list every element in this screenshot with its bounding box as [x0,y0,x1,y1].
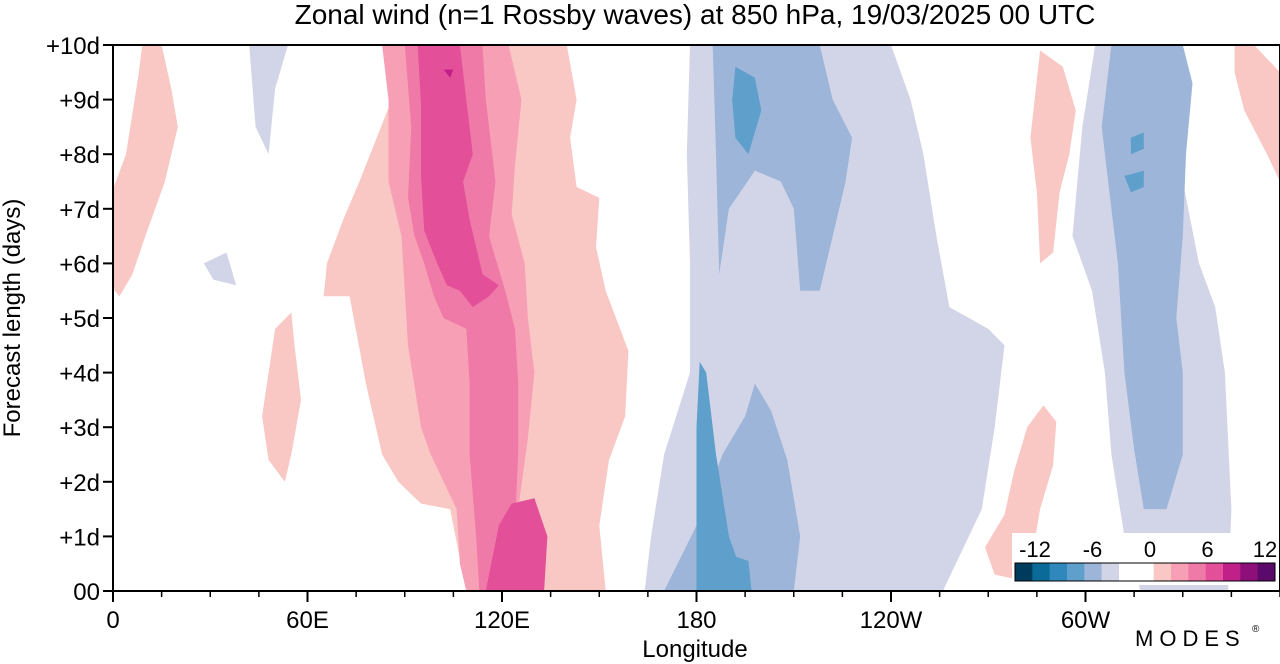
y-tick-label: +7d [59,197,100,224]
contour-region [417,45,499,308]
colorbar-swatch [1240,563,1258,581]
x-tick-label: 60E [286,607,329,634]
colorbar-label: 12 [1253,537,1277,562]
contour-region [1030,50,1076,264]
x-tick-label: 60W [1061,607,1111,634]
y-tick-label: +6d [59,251,100,278]
colorbar-swatch [1032,563,1050,581]
contour-region [1101,45,1193,510]
modes-logo-registered: ® [1252,624,1260,635]
contour-region [1124,170,1144,193]
contour-region [485,498,548,591]
y-tick-label: +4d [59,361,100,388]
contour-region [113,45,178,297]
contour-region [203,252,237,286]
colorbar-swatch [1136,563,1154,581]
colorbar-swatch [1171,563,1189,581]
contour-region [732,66,762,155]
x-tick-label: 180 [676,607,716,634]
colorbar-label: -6 [1083,537,1103,562]
colorbar-swatch [1205,563,1224,581]
colorbar-swatch [1153,563,1172,581]
contour-fills [113,45,1280,591]
colorbar-swatch [1101,563,1120,581]
y-tick-label: +1d [59,524,100,551]
y-tick-label: +8d [59,142,100,169]
y-tick-label: +5d [59,306,100,333]
contour-region [249,45,288,155]
colorbar-swatch [1188,563,1206,581]
colorbar-swatch [1119,563,1137,581]
contour-region [443,69,454,78]
contour-region [696,361,749,591]
y-tick-label: 00 [73,579,100,606]
y-tick-label: +10d [46,33,100,60]
x-axis: 0 60E 120E 180 120W 60W [106,591,1280,634]
y-tick-label: +3d [59,415,100,442]
colorbar-swatch [1257,563,1276,581]
colorbar-swatch [1015,563,1033,581]
contour-region [1130,132,1144,155]
chart-title: Zonal wind (n=1 Rossby waves) at 850 hPa… [295,0,1096,30]
colorbar-swatch [1067,563,1085,581]
colorbar-swatch [1223,563,1241,581]
y-axis: 00 +1d +2d +3d +4d +5d +6d +7d +8d +9d +10d [46,33,113,606]
colorbar: -12 -6 0 6 12 [1012,533,1278,585]
contour-region [985,405,1057,581]
y-tick-label: +9d [59,88,100,115]
y-tick-label: +2d [59,470,100,497]
contour-region [1234,45,1280,182]
x-tick-label: 120E [474,607,530,634]
x-axis-label: Longitude [642,636,747,663]
y-axis-label: Forecast length (days) [0,199,26,438]
colorbar-label: 6 [1201,537,1213,562]
colorbar-frame [1014,562,1276,582]
modes-logo: MODES [1135,626,1246,651]
colorbar-label: 0 [1144,537,1156,562]
colorbar-swatch [1084,563,1102,581]
x-tick-label: 120W [860,607,923,634]
contour-region [262,312,301,482]
colorbar-swatch [1049,563,1068,581]
contour-region [709,555,752,591]
colorbar-label: -12 [1019,537,1051,562]
x-tick-label: 0 [106,607,119,634]
